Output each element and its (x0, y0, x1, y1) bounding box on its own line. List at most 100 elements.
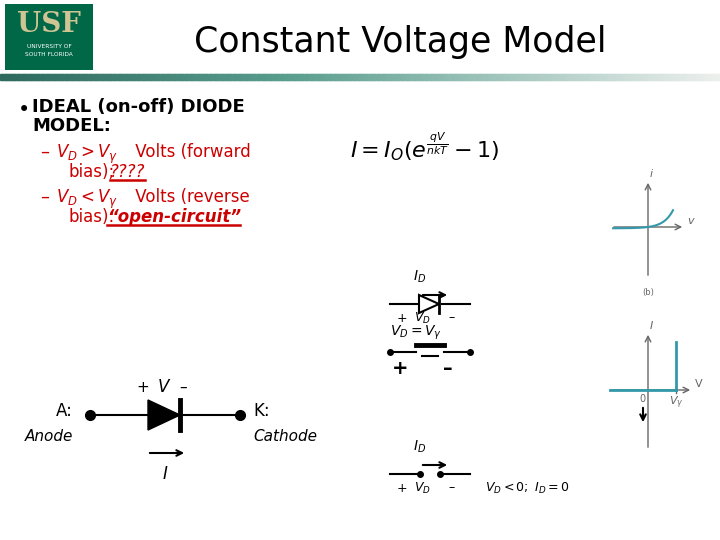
Bar (528, 74, 531, 80)
Text: –: – (449, 482, 455, 495)
Bar (19, 74, 22, 80)
Bar (197, 74, 200, 80)
Bar (624, 74, 627, 80)
Bar (240, 74, 243, 80)
Text: bias);: bias); (68, 163, 114, 181)
Bar (243, 74, 246, 80)
Bar (430, 74, 433, 80)
Bar (89, 74, 92, 80)
Bar (576, 74, 580, 80)
Bar (310, 74, 313, 80)
Bar (175, 74, 179, 80)
Bar (511, 74, 515, 80)
Bar (535, 74, 539, 80)
Bar (653, 74, 656, 80)
Bar (360, 74, 364, 80)
Bar (394, 74, 397, 80)
Bar (218, 74, 222, 80)
Bar (34, 74, 37, 80)
Bar (146, 74, 150, 80)
Bar (482, 74, 486, 80)
Bar (549, 74, 553, 80)
Bar (156, 74, 159, 80)
Bar (662, 74, 666, 80)
Text: bias):: bias): (68, 208, 114, 226)
Bar (166, 74, 169, 80)
Bar (369, 74, 373, 80)
Bar (567, 74, 570, 80)
Bar (679, 74, 683, 80)
Bar (139, 74, 143, 80)
Bar (619, 74, 623, 80)
Bar (588, 74, 591, 80)
Bar (300, 74, 303, 80)
Text: SOUTH FLORIDA: SOUTH FLORIDA (25, 51, 73, 57)
Bar (477, 74, 481, 80)
Bar (502, 74, 505, 80)
Bar (36, 74, 40, 80)
Bar (192, 74, 195, 80)
Bar (245, 74, 248, 80)
Text: Volts (reverse: Volts (reverse (130, 188, 250, 206)
Bar (74, 74, 78, 80)
Bar (513, 74, 517, 80)
Bar (667, 74, 670, 80)
Bar (72, 74, 76, 80)
Bar (446, 74, 450, 80)
Bar (526, 74, 529, 80)
Bar (106, 74, 109, 80)
Bar (559, 74, 562, 80)
Bar (590, 74, 594, 80)
Bar (233, 74, 236, 80)
Bar (617, 74, 620, 80)
Bar (470, 74, 474, 80)
Bar (413, 74, 416, 80)
Bar (168, 74, 171, 80)
Bar (108, 74, 112, 80)
Text: –: – (40, 188, 49, 206)
Bar (612, 74, 616, 80)
Bar (279, 74, 282, 80)
Bar (187, 74, 191, 80)
Text: $I = I_O(e^{\frac{qV}{nkT}} - 1)$: $I = I_O(e^{\frac{qV}{nkT}} - 1)$ (350, 130, 499, 163)
Bar (326, 74, 330, 80)
Bar (538, 74, 541, 80)
Bar (211, 74, 215, 80)
Bar (377, 74, 380, 80)
Bar (391, 74, 395, 80)
Text: $V_\gamma$: $V_\gamma$ (669, 395, 683, 411)
Bar (50, 74, 54, 80)
Polygon shape (148, 400, 180, 430)
Bar (585, 74, 589, 80)
Bar (122, 74, 126, 80)
Bar (221, 74, 224, 80)
Bar (216, 74, 220, 80)
Text: –: – (179, 380, 186, 395)
Bar (302, 74, 306, 80)
Bar (463, 74, 467, 80)
Text: $V_D > V_\gamma$: $V_D > V_\gamma$ (56, 143, 118, 166)
Bar (367, 74, 371, 80)
Text: $V_D < 0;\ I_D=0$: $V_D < 0;\ I_D=0$ (485, 481, 570, 496)
Bar (182, 74, 186, 80)
Bar (230, 74, 234, 80)
Bar (468, 74, 472, 80)
Bar (295, 74, 299, 80)
Bar (185, 74, 188, 80)
Bar (466, 74, 469, 80)
Bar (351, 74, 354, 80)
Bar (261, 74, 265, 80)
Bar (67, 74, 71, 80)
Bar (266, 74, 270, 80)
Bar (506, 74, 510, 80)
Bar (293, 74, 296, 80)
Bar (636, 74, 639, 80)
Bar (439, 74, 443, 80)
Bar (713, 74, 716, 80)
Bar (31, 74, 35, 80)
Bar (648, 74, 652, 80)
Bar (250, 74, 253, 80)
Bar (17, 74, 20, 80)
Bar (487, 74, 490, 80)
Bar (516, 74, 519, 80)
